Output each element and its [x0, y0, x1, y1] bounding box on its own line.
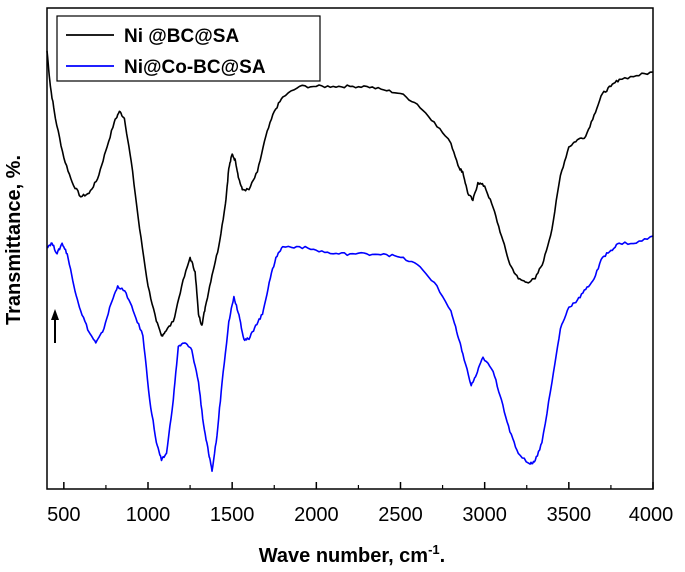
series-layer [46, 50, 654, 472]
x-axis-title-suffix: . [440, 545, 446, 567]
x-axis-title: Wave number, cm-1. [259, 542, 445, 567]
plot-area [47, 8, 653, 489]
y-axis-title: Transmittance, %. [3, 155, 25, 325]
legend-label-ni-co-bc-sa: Ni@Co-BC@SA [124, 57, 266, 78]
series-line-1 [46, 235, 654, 472]
legend-box [56, 15, 321, 82]
series-line-0 [46, 50, 654, 337]
x-tick-label: 2000 [294, 504, 339, 526]
legend: Ni @BC@SA Ni@Co-BC@SA [56, 15, 321, 82]
legend-label-ni-bc-sa: Ni @BC@SA [124, 26, 239, 47]
x-tick-label: 1000 [126, 504, 171, 526]
x-tick-label: 500 [47, 504, 80, 526]
x-tick-label: 3500 [547, 504, 592, 526]
x-tick-label: 2500 [378, 504, 423, 526]
x-tick-label: 3000 [462, 504, 507, 526]
tick-layer: 500 1000 1500 2000 2500 3000 3500 4000 [47, 482, 673, 526]
x-tick-label: 1500 [210, 504, 255, 526]
arrow-annotation [51, 309, 59, 343]
x-axis-title-superscript: -1 [428, 542, 440, 557]
plot-frame [46, 7, 654, 490]
x-tick-label: 4000 [629, 504, 674, 526]
